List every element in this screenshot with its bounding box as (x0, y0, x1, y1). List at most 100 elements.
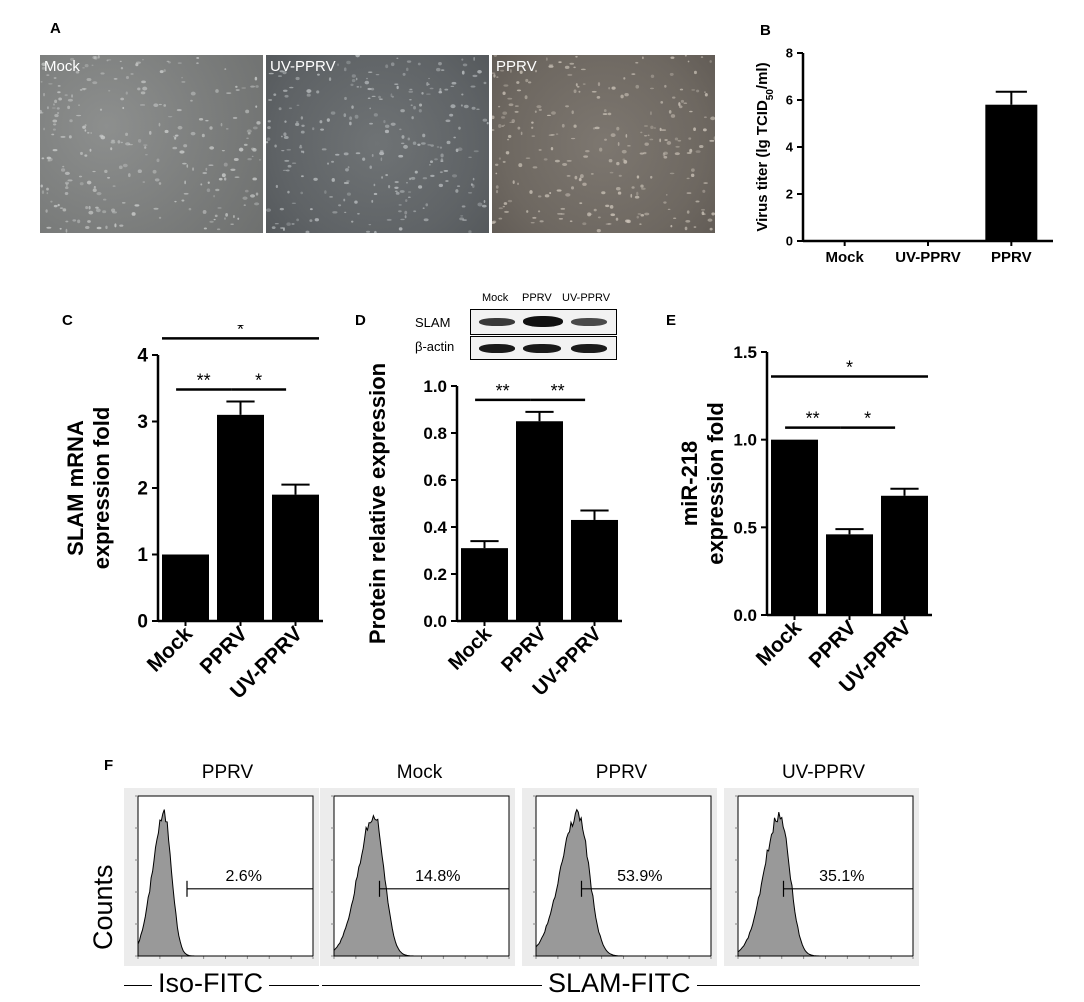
panel-letter-f: F (104, 757, 114, 774)
cell-dot (440, 153, 444, 158)
cell-dot (346, 192, 351, 196)
cell-dot (223, 162, 228, 167)
cell-dot (439, 171, 443, 174)
cell-dot (597, 216, 601, 219)
cell-dot (409, 99, 412, 101)
cell-dot (125, 142, 131, 146)
cell-dot (555, 133, 559, 136)
cell-dot (662, 152, 666, 157)
cell-dot (670, 56, 675, 59)
y-tick-label: 0.5 (733, 518, 757, 537)
cell-dot (413, 210, 417, 213)
cell-dot (409, 177, 412, 181)
cell-dot (444, 88, 449, 91)
bar (217, 414, 264, 621)
cell-dot (329, 196, 333, 198)
cell-dot (691, 168, 695, 172)
cell-dot (143, 144, 148, 146)
cell-dot (663, 155, 668, 159)
cell-dot (369, 107, 372, 110)
cell-dot (176, 109, 182, 112)
cell-dot (108, 89, 111, 92)
cell-dot (418, 185, 423, 189)
cell-dot (635, 84, 640, 89)
cell-dot (331, 160, 335, 163)
cell-dot (309, 219, 313, 223)
cell-dot (406, 181, 408, 184)
cell-dot (596, 95, 601, 99)
cell-dot (225, 212, 229, 217)
cell-dot (667, 208, 671, 210)
cell-dot (620, 94, 624, 99)
cell-dot (92, 81, 98, 85)
cell-dot (625, 134, 628, 138)
cell-dot (412, 141, 417, 145)
cell-dot (217, 207, 222, 209)
cell-dot (455, 148, 459, 153)
cell-dot (557, 213, 563, 215)
cell-dot (84, 154, 88, 157)
cell-dot (65, 220, 69, 223)
band (479, 318, 515, 326)
cell-dot (371, 154, 374, 157)
cell-dot (306, 93, 311, 97)
cell-dot (504, 210, 509, 213)
cell-dot (571, 186, 575, 190)
cell-dot (450, 104, 456, 109)
cell-dot (378, 95, 381, 99)
cell-dot (351, 79, 356, 83)
cell-dot (62, 165, 65, 168)
cell-dot (313, 177, 318, 181)
cell-dot (130, 73, 134, 75)
cell-dot (53, 204, 58, 208)
band (523, 344, 561, 353)
cell-dot (200, 183, 203, 186)
cell-dot (241, 87, 247, 89)
cell-dot (125, 91, 128, 95)
cell-dot (252, 148, 257, 152)
flow-x-label-slam: SLAM-FITC (542, 968, 697, 999)
cell-dot (46, 156, 52, 160)
cell-dot (299, 144, 302, 147)
cell-dot (450, 85, 455, 87)
cell-dot (562, 162, 568, 166)
cell-dot (223, 177, 227, 181)
cell-dot (507, 134, 512, 138)
cell-dot (188, 207, 192, 211)
cell-dot (110, 147, 113, 151)
cell-dot (390, 62, 395, 67)
cell-dot (295, 121, 299, 124)
cell-dot (225, 128, 229, 130)
cell-dot (576, 85, 580, 88)
cell-dot (394, 83, 399, 85)
cell-dot (501, 125, 505, 127)
cell-dot (406, 67, 409, 72)
cell-dot (41, 157, 45, 160)
cell-dot (636, 175, 640, 179)
cell-dot (184, 180, 186, 185)
cell-dot (537, 210, 541, 213)
cell-dot (122, 106, 125, 110)
cell-dot (530, 221, 535, 224)
cell-dot (695, 200, 700, 203)
cell-dot (87, 220, 91, 223)
cell-dot (190, 91, 196, 96)
cell-dot (243, 143, 248, 146)
cell-dot (569, 62, 575, 65)
cell-dot (140, 104, 146, 106)
cell-dot (565, 193, 571, 197)
flow-title-2: Mock (396, 762, 443, 783)
cell-dot (494, 163, 499, 167)
cell-dot (446, 140, 451, 145)
cell-dot (509, 121, 515, 124)
cell-dot (321, 148, 327, 151)
cell-dot (179, 150, 185, 154)
cell-dot (405, 199, 408, 202)
cell-dot (502, 111, 508, 115)
cell-dot (617, 191, 622, 195)
cell-dot (439, 146, 443, 149)
cell-dot (267, 120, 271, 123)
cell-dot (579, 177, 582, 180)
cell-dot (502, 205, 505, 208)
